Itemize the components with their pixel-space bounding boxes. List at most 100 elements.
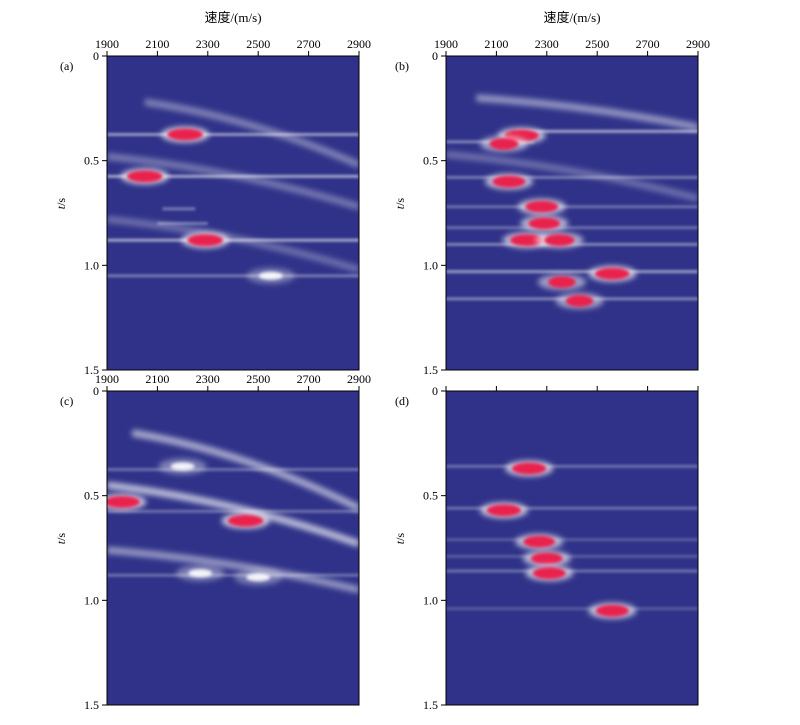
semblance-peak — [532, 567, 566, 580]
y-tick-label: 1.5 — [84, 363, 99, 377]
top-axis-label-right: 速度/(m/s) — [543, 10, 600, 25]
x-tick-label: 2500 — [246, 372, 270, 386]
y-tick-label: 0 — [432, 49, 438, 63]
panel-label: (c) — [60, 394, 73, 408]
reflection-event-line — [446, 554, 698, 558]
hyperbolic-energy-curve — [107, 215, 359, 273]
semblance-peak — [595, 267, 630, 280]
hyperbolic-energy-curve — [131, 429, 359, 512]
y-axis-label-italic: t — [54, 205, 68, 209]
plot-frame — [106, 55, 360, 371]
reflection-event-line — [157, 221, 208, 225]
x-tick-label: 2700 — [297, 37, 321, 51]
reflection-event-line — [107, 274, 359, 278]
semblance-peak — [595, 604, 629, 617]
y-tick-label: 1.5 — [84, 698, 99, 712]
hyperbolic-energy-curve — [446, 150, 698, 202]
x-tick-label: 2500 — [585, 37, 609, 51]
y-axis-label-italic: t — [54, 540, 68, 544]
heatmap-content — [446, 460, 698, 619]
semblance-peak — [528, 217, 561, 230]
y-tick-label: 0 — [432, 384, 438, 398]
panel-label: (d) — [395, 394, 409, 408]
y-tick-label: 1.0 — [423, 593, 438, 607]
x-tick-label: 2900 — [347, 37, 371, 51]
y-axis-label-unit: /s — [393, 533, 407, 541]
x-tick-label: 2100 — [145, 372, 169, 386]
y-tick-label: 1.5 — [423, 698, 438, 712]
y-tick-label: 1.5 — [423, 363, 438, 377]
x-tick-label: 2300 — [535, 37, 559, 51]
semblance-peak — [565, 294, 594, 307]
panel-label: (b) — [395, 59, 409, 73]
y-axis-label: t/s — [393, 533, 407, 545]
reflection-event-line — [107, 573, 359, 577]
hyperbolic-energy-curve — [107, 481, 359, 548]
semblance-peak — [227, 514, 264, 527]
y-tick-label: 0 — [93, 49, 99, 63]
hyperbolic-energy-curve — [107, 546, 359, 594]
reflection-event-line — [446, 175, 698, 179]
semblance-peak — [510, 234, 544, 247]
semblance-peak — [107, 495, 141, 508]
y-tick-label: 1.0 — [423, 258, 438, 272]
heatmap-background — [107, 56, 359, 370]
semblance-peak — [187, 234, 224, 247]
panel-c: 1900 2100 2300 2500 2700 2900 0 0.5 1.0 1.5 (c) t/s — [54, 372, 371, 712]
heatmap-content — [107, 429, 359, 594]
y-axis-label-unit: /s — [54, 533, 68, 541]
reflection-event-line — [107, 174, 359, 178]
y-tick-label: 0.5 — [423, 154, 438, 168]
semblance-peak — [530, 552, 563, 565]
reflection-event-line — [107, 133, 359, 136]
y-tick-label: 0.5 — [84, 154, 99, 168]
semblance-peak — [246, 573, 271, 582]
x-tick-label: 2700 — [297, 372, 321, 386]
x-tick-label: 1900 — [95, 37, 119, 51]
x-tick-label: 2100 — [484, 37, 508, 51]
panel-d: 0 0.5 1.0 1.5 (d) t/s — [393, 384, 699, 712]
heatmap-background — [107, 391, 359, 705]
reflection-event-line — [446, 538, 698, 542]
semblance-peak — [167, 128, 204, 141]
reflection-event-line — [516, 129, 698, 133]
semblance-peak — [492, 175, 526, 188]
hyperbolic-energy-curve — [476, 94, 698, 131]
reflection-event-line — [446, 464, 698, 468]
reflection-event-line — [446, 270, 698, 274]
y-axis-label-unit: /s — [54, 198, 68, 206]
semblance-peak — [523, 535, 556, 548]
y-tick-label: 1.0 — [84, 593, 99, 607]
top-axis-label-left: 速度/(m/s) — [204, 10, 261, 25]
x-tick-label: 2900 — [347, 372, 371, 386]
x-tick-label: 1900 — [95, 372, 119, 386]
reflection-event-line — [446, 205, 698, 209]
y-tick-label: 0 — [93, 384, 99, 398]
semblance-peak — [486, 504, 522, 517]
panel-label: (a) — [60, 59, 73, 73]
y-tick-label: 1.0 — [84, 258, 99, 272]
y-axis-label-italic: t — [393, 540, 407, 544]
reflection-event-line — [107, 468, 359, 471]
x-tick-label: 2700 — [636, 37, 660, 51]
x-tick-label: 2300 — [196, 37, 220, 51]
reflection-event-line — [446, 607, 698, 611]
semblance-peak — [170, 462, 195, 471]
semblance-peak — [126, 170, 163, 183]
x-tick-label: 1900 — [434, 37, 458, 51]
heatmap-background — [446, 391, 698, 705]
semblance-peak — [525, 200, 559, 213]
y-axis-label: t/s — [393, 198, 407, 210]
plot-frame — [106, 390, 360, 706]
y-axis-label-italic: t — [393, 205, 407, 209]
heatmap-content — [446, 94, 698, 309]
hyperbolic-energy-curve — [144, 98, 359, 169]
panel-a: 1900 2100 2300 2500 2700 2900 0 0.5 1.0 1.5 (a) t/s — [54, 37, 371, 377]
semblance-peak — [188, 569, 213, 578]
semblance-peak — [544, 234, 575, 247]
reflection-event-line — [446, 226, 698, 230]
semblance-peak — [548, 276, 576, 289]
y-axis-label: t/s — [54, 533, 68, 545]
